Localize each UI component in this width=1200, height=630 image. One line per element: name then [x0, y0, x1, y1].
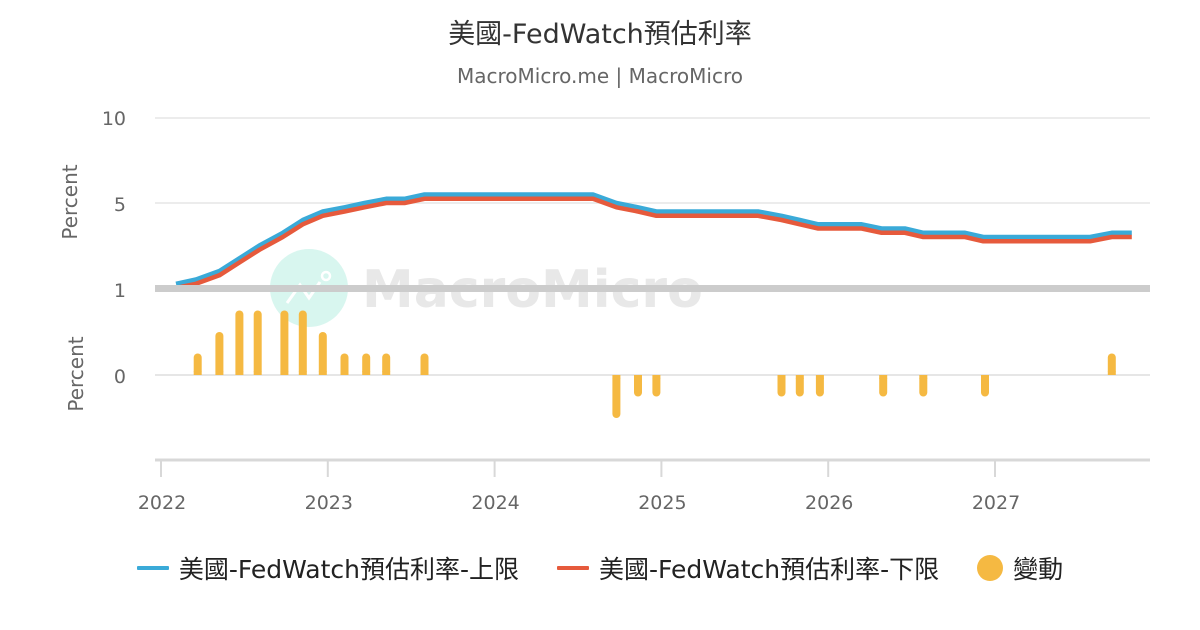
change-bar[interactable] [340, 353, 349, 376]
x-tick-label: 2027 [972, 492, 1020, 514]
change-bar[interactable] [253, 310, 262, 376]
change-bar[interactable] [981, 375, 989, 397]
change-bars [193, 310, 1116, 418]
change-bar-base [612, 375, 621, 379]
legend-label-lower: 美國-FedWatch預估利率-下限 [598, 555, 940, 584]
y-tick-0: 0 [114, 366, 126, 388]
change-bar[interactable] [215, 332, 224, 375]
change-bar-base [919, 375, 928, 379]
change-bar[interactable] [193, 353, 202, 376]
legend-label-upper: 美國-FedWatch預估利率-上限 [178, 555, 519, 584]
change-bar-base [420, 371, 429, 375]
x-tick-label: 2022 [138, 492, 186, 514]
change-bar[interactable] [1107, 353, 1116, 376]
legend: 美國-FedWatch預估利率-上限 美國-FedWatch預估利率-下限 變動 [0, 550, 1200, 586]
change-bar[interactable] [919, 375, 928, 397]
change-bar-base [362, 371, 371, 375]
change-bar[interactable] [815, 375, 824, 397]
change-bar-base [795, 375, 804, 379]
x-tick-label: 2023 [305, 492, 353, 514]
change-bar[interactable] [298, 310, 307, 376]
change-bar-base [879, 375, 888, 379]
legend-item-upper[interactable]: 美國-FedWatch預估利率-上限 [136, 550, 519, 586]
change-bar[interactable] [612, 375, 621, 418]
change-bar[interactable] [235, 310, 244, 376]
change-bar-base [280, 371, 289, 375]
change-bar-base [652, 375, 661, 379]
change-bar-base [318, 371, 327, 375]
x-axis-ticks: 2022 2023 2024 2025 2026 2027 [138, 460, 1020, 514]
y-tick-1: 1 [114, 280, 126, 302]
change-bar-base [815, 375, 824, 379]
legend-dot-change-icon [977, 555, 1004, 581]
change-bar-base [235, 371, 244, 375]
change-bar-base [193, 371, 202, 375]
legend-line-upper-icon [136, 566, 169, 570]
legend-item-change[interactable]: 變動 [977, 550, 1063, 586]
change-bar-base [215, 371, 224, 375]
change-bar-base [253, 371, 262, 375]
change-bar[interactable] [634, 375, 642, 397]
change-bar[interactable] [420, 353, 429, 376]
change-bar-base [777, 375, 786, 379]
change-bar[interactable] [879, 375, 888, 397]
lower-bound-line[interactable] [175, 196, 1132, 291]
change-bar-base [298, 371, 307, 375]
y-tick-10: 10 [102, 108, 126, 130]
y-tick-5: 5 [114, 194, 126, 216]
change-bar[interactable] [382, 353, 391, 376]
top-pane-grid [155, 117, 1150, 204]
change-bar-base [1107, 371, 1116, 375]
legend-item-lower[interactable]: 美國-FedWatch預估利率-下限 [556, 550, 940, 586]
change-bar[interactable] [318, 332, 327, 375]
change-bar-base [634, 375, 642, 379]
legend-line-lower-icon [556, 566, 589, 570]
pane-divider[interactable] [155, 285, 1150, 292]
change-bar-base [340, 371, 349, 375]
chart-title: 美國-FedWatch預估利率 [448, 19, 752, 50]
change-bar-base [981, 375, 989, 379]
change-bar[interactable] [362, 353, 371, 376]
x-tick-label: 2024 [471, 492, 519, 514]
change-bar[interactable] [280, 310, 289, 376]
change-bar[interactable] [652, 375, 661, 397]
legend-label-change: 變動 [1013, 555, 1064, 584]
x-tick-label: 2026 [805, 492, 853, 514]
change-bar[interactable] [777, 375, 786, 397]
x-tick-label: 2025 [638, 492, 686, 514]
upper-bound-line[interactable] [175, 192, 1132, 286]
lower-y-axis-title: Percent [64, 336, 88, 411]
change-bar-base [382, 371, 391, 375]
change-bar[interactable] [795, 375, 804, 397]
top-y-axis-title: Percent [58, 164, 82, 239]
chart-subtitle: MacroMicro.me | MacroMicro [457, 64, 743, 88]
